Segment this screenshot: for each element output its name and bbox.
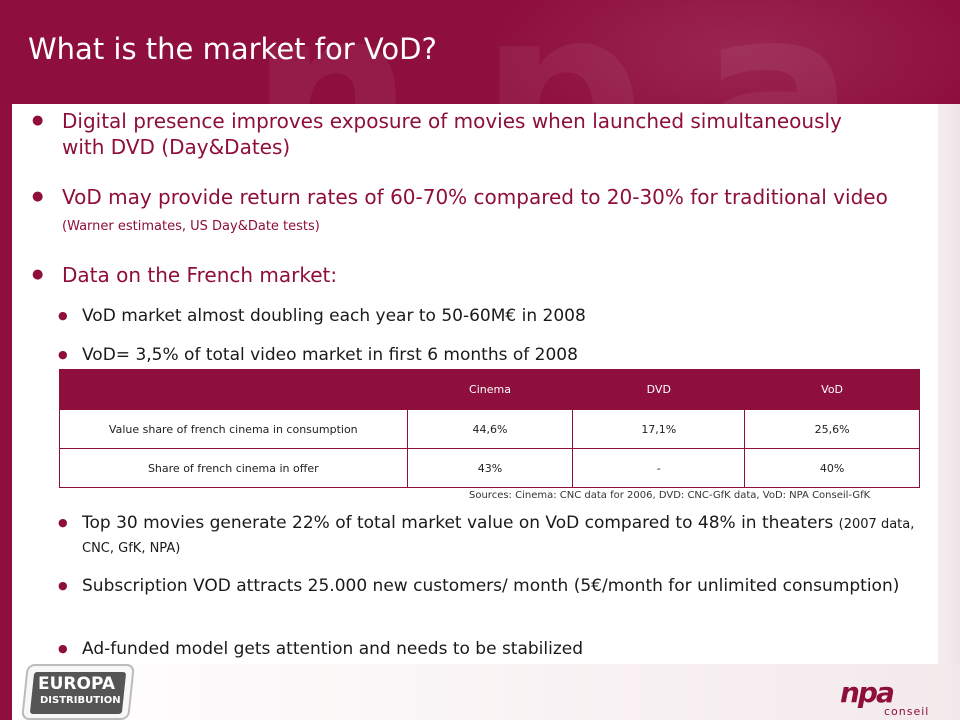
table-row-label: Share of french cinema in offer (59, 448, 408, 488)
sub-bullet-item: ● VoD market almost doubling each year t… (58, 305, 882, 327)
logo-line-2: DISTRIBUTION (40, 695, 121, 706)
npa-logo-subtitle: conseil (884, 705, 930, 718)
logo-line-1: EUROPA (38, 674, 116, 694)
bullet-dot-icon: ● (58, 516, 68, 529)
sub-bullet-item: ● Subscription VOD attracts 25.000 new c… (58, 575, 902, 597)
bullet-dot-icon: ● (58, 309, 68, 322)
sub-bullet-source-note: (2007 data, CNC, GfK, NPA) (82, 517, 915, 556)
sub-bullet-text: VoD market almost doubling each year to … (82, 306, 586, 326)
header-watermark-shape: n (250, 0, 414, 104)
header-band: n p a What is the market for VoD? (0, 0, 960, 104)
sub-bullet-item: ● Top 30 movies generate 22% of total ma… (58, 512, 922, 560)
table-cell: - (572, 448, 746, 488)
table-row: Value share of french cinema in consumpt… (59, 409, 920, 449)
bullet-text: VoD may provide return rates of 60-70% c… (62, 185, 888, 209)
table-header-cell: VoD (744, 369, 920, 410)
bullet-dot-icon: ● (58, 348, 68, 361)
bullet-text: Data on the French market: (62, 263, 338, 287)
left-accent-bar (0, 104, 12, 720)
sub-bullet-text: Subscription VOD attracts 25.000 new cus… (82, 576, 900, 596)
bullet-dot-icon: ● (32, 113, 44, 128)
npa-conseil-logo: npa conseil (840, 676, 936, 718)
slide-title: What is the market for VoD? (28, 32, 437, 66)
table-header-cell (59, 369, 408, 410)
bullet-item: ● Digital presence improves exposure of … (32, 108, 862, 160)
sub-bullet-item: ● VoD= 3,5% of total video market in fir… (58, 344, 882, 366)
npa-logo-mark: npa (840, 676, 895, 709)
market-share-table: Cinema DVD VoD Value share of french cin… (59, 369, 920, 488)
bullet-source-note: (Warner estimates, US Day&Date tests) (62, 219, 320, 234)
bullet-dot-icon: ● (58, 579, 68, 592)
table-cell: 43% (406, 448, 574, 488)
table-row: Share of french cinema in offer 43% - 40… (59, 448, 920, 488)
header-glow (480, 0, 960, 104)
sub-bullet-text: Ad-funded model gets attention and needs… (82, 639, 584, 659)
table-header-cell: Cinema (406, 369, 574, 410)
bullet-dot-icon: ● (58, 642, 68, 655)
table-sources: Sources: Cinema: CNC data for 2006, DVD:… (469, 490, 871, 501)
bottom-strip (12, 664, 960, 720)
bullet-dot-icon: ● (32, 189, 44, 204)
table-cell: 25,6% (744, 409, 920, 449)
table-row-label: Value share of french cinema in consumpt… (59, 409, 408, 449)
bullet-text: Digital presence improves exposure of mo… (62, 109, 842, 159)
header-watermark-shape: a (700, 0, 855, 104)
europa-distribution-logo: EUROPA DISTRIBUTION (21, 664, 135, 720)
table-cell: 40% (744, 448, 920, 488)
right-decorative-band (938, 104, 960, 720)
table-cell: 17,1% (572, 409, 746, 449)
table-cell: 44,6% (406, 409, 574, 449)
table-header-row: Cinema DVD VoD (59, 369, 920, 410)
sub-bullet-text: VoD= 3,5% of total video market in first… (82, 345, 578, 365)
table-header-cell: DVD (572, 369, 746, 410)
sub-bullet-text: Top 30 movies generate 22% of total mark… (82, 513, 834, 533)
bullet-item: ● VoD may provide return rates of 60-70%… (32, 184, 892, 240)
bullet-dot-icon: ● (32, 267, 44, 282)
bullet-item: ● Data on the French market: (32, 262, 862, 288)
sub-bullet-item: ● Ad-funded model gets attention and nee… (58, 638, 882, 660)
header-watermark-shape: p (480, 0, 645, 104)
